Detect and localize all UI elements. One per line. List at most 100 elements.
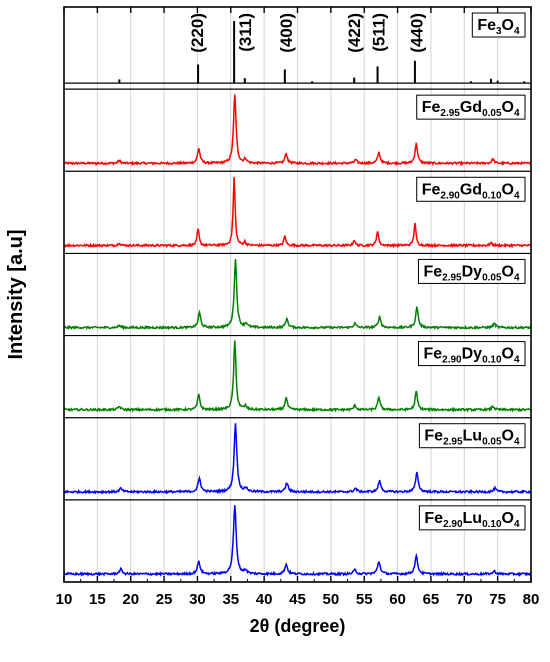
legend-subscript: 2.90	[443, 519, 463, 530]
legend-symbol: Lu	[463, 428, 483, 445]
hkl-label: (311)	[236, 13, 255, 52]
x-tick-label: 40	[256, 591, 273, 608]
legend-symbol: Fe	[424, 428, 443, 445]
x-tick-label: 10	[56, 591, 73, 608]
legend-symbol: O	[502, 99, 514, 116]
hkl-label: (400)	[277, 13, 296, 53]
hkl-label: (422)	[345, 13, 364, 53]
legend-box	[416, 94, 526, 120]
legend-series: Fe2.90Dy0.10O4	[417, 341, 526, 367]
legend-label: Fe2.90Lu0.10O4	[424, 510, 520, 530]
legend-symbol: O	[502, 263, 514, 280]
legend-subscript: 0.10	[482, 355, 502, 366]
hkl-label: (511)	[370, 13, 389, 52]
legend-series: Fe2.95Lu0.05O4	[418, 423, 526, 449]
x-axis-title-theta: θ	[260, 616, 270, 636]
x-tick-label: 70	[456, 591, 473, 608]
x-axis-title: 2θ (degree)	[250, 616, 346, 636]
legend-subscript: 2.90	[442, 355, 462, 366]
x-axis-title-suffix: (degree)	[269, 616, 345, 636]
legend-subscript: 0.05	[482, 108, 502, 119]
x-tick-label: 55	[356, 591, 373, 608]
legend-symbol: O	[502, 346, 514, 363]
series-line	[63, 259, 532, 331]
x-tick-label: 45	[289, 591, 306, 608]
legend-box	[418, 423, 526, 449]
x-axis-title-prefix: 2	[250, 616, 260, 636]
legend-subscript: 4	[514, 272, 520, 283]
legend-symbol: O	[502, 510, 514, 527]
legend-box	[416, 176, 526, 202]
legend-box	[417, 341, 526, 367]
legend-symbol: O	[502, 428, 514, 445]
legend-subscript: 4	[514, 108, 520, 119]
series-line	[63, 176, 532, 249]
legend-symbol: Lu	[463, 510, 483, 527]
legend-subscript: 0.05	[482, 437, 502, 448]
legend-label: Fe2.90Dy0.10O4	[423, 346, 520, 366]
x-tick-label: 35	[222, 591, 239, 608]
legend-subscript: 4	[514, 26, 520, 37]
reference-pattern	[64, 21, 531, 84]
legend-box	[417, 258, 526, 284]
x-tick-label: 25	[156, 591, 173, 608]
hkl-label: (220)	[188, 13, 207, 53]
series-line	[63, 505, 532, 577]
legend-box	[418, 505, 526, 531]
y-axis-title: Intensity [a.u]	[5, 229, 27, 359]
hkl-labels: (220) (311) (400) (422) (511) (440)	[188, 13, 426, 53]
legend-subscript: 2.90	[440, 190, 460, 201]
legend-subscript: 2.95	[440, 108, 460, 119]
legend-subscript: 4	[514, 190, 520, 201]
legend-label: Fe2.95Lu0.05O4	[424, 428, 520, 448]
hkl-label: (440)	[408, 13, 427, 53]
series-line	[63, 423, 532, 495]
legend-symbol: Fe	[422, 99, 441, 116]
legend-symbol: Fe	[477, 17, 496, 34]
legend-symbol: Gd	[460, 99, 482, 116]
diffraction-patterns	[63, 94, 532, 577]
legend-subscript: 4	[514, 355, 520, 366]
legend-subscript: 0.05	[482, 272, 502, 283]
grid-lines	[96, 7, 499, 582]
legend-symbol: O	[502, 17, 514, 34]
legend-series: Fe2.95Gd0.05O4	[416, 94, 526, 120]
x-tick-label: 30	[189, 591, 206, 608]
legend-label: Fe2.95Gd0.05O4	[422, 99, 520, 119]
x-axis-ticks: 10 15 20 25 30 35 40 45 50 55 60 65 70 75 80	[56, 7, 540, 608]
sample-legends: Fe3O4Fe2.95Gd0.05O4Fe2.90Gd0.10O4Fe2.95D…	[416, 12, 526, 531]
legend-label: Fe2.95Dy0.05O4	[423, 263, 520, 283]
legend-reference: Fe3O4	[471, 12, 526, 38]
legend-subscript: 2.95	[443, 437, 463, 448]
x-tick-label: 60	[389, 591, 406, 608]
x-tick-label: 15	[89, 591, 106, 608]
legend-series: Fe2.95Dy0.05O4	[417, 258, 526, 284]
x-tick-label: 20	[122, 591, 139, 608]
legend-subscript: 2.95	[442, 272, 462, 283]
legend-symbol: Gd	[460, 181, 482, 198]
legend-subscript: 4	[514, 519, 520, 530]
legend-symbol: Dy	[462, 263, 483, 280]
legend-series: Fe2.90Gd0.10O4	[416, 176, 526, 202]
legend-symbol: Fe	[424, 510, 443, 527]
legend-symbol: O	[502, 181, 514, 198]
x-tick-label: 65	[423, 591, 440, 608]
legend-subscript: 0.10	[482, 519, 502, 530]
legend-box	[471, 12, 526, 38]
legend-subscript: 4	[514, 437, 520, 448]
x-tick-label: 75	[489, 591, 506, 608]
legend-symbol: Dy	[462, 346, 483, 363]
legend-subscript: 0.10	[482, 190, 502, 201]
legend-label: Fe2.90Gd0.10O4	[422, 181, 520, 201]
x-tick-label: 80	[523, 591, 540, 608]
panel-dividers	[64, 88, 531, 501]
legend-symbol: Fe	[423, 346, 442, 363]
legend-subscript: 3	[496, 26, 502, 37]
legend-series: Fe2.90Lu0.10O4	[418, 505, 526, 531]
series-line	[63, 94, 532, 167]
legend-symbol: Fe	[423, 263, 442, 280]
legend-symbol: Fe	[422, 181, 441, 198]
legend-label: Fe3O4	[477, 17, 520, 37]
x-tick-label: 50	[323, 591, 340, 608]
